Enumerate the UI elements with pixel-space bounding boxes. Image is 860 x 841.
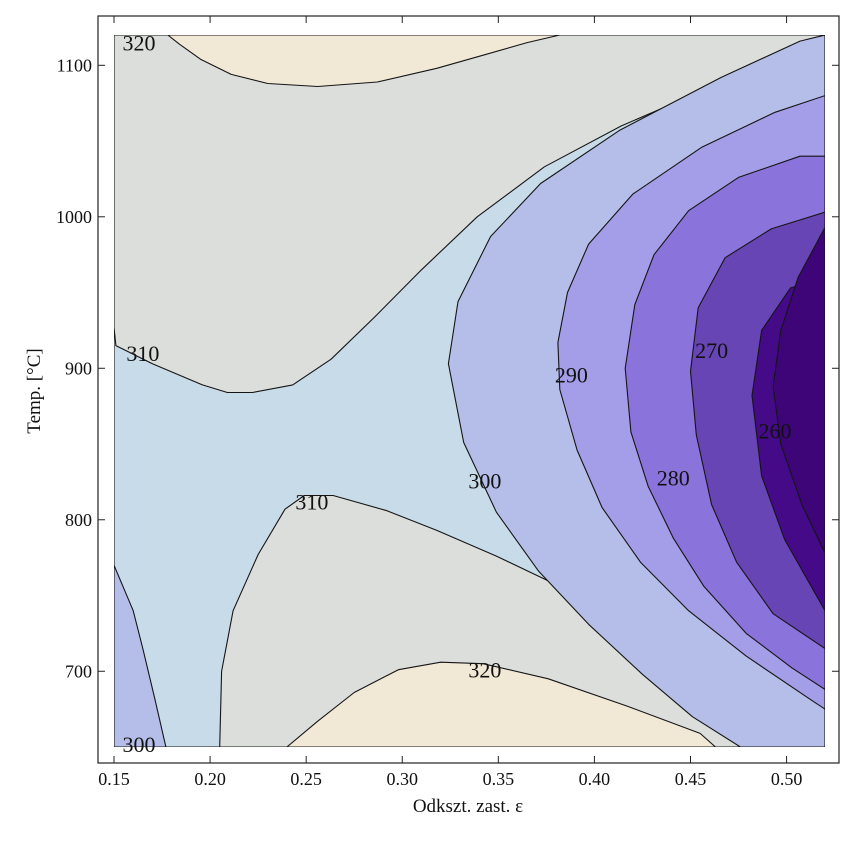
y-tick-label: 800	[65, 510, 92, 530]
contour-regions	[114, 35, 825, 747]
x-tick-label: 0.25	[290, 769, 322, 789]
contour-label: 320	[122, 31, 155, 56]
x-tick-label: 0.35	[483, 769, 515, 789]
y-tick-label: 700	[65, 661, 92, 681]
y-tick-label: 1000	[56, 207, 92, 227]
x-tick-label: 0.40	[579, 769, 611, 789]
contour-label: 280	[657, 465, 690, 490]
contour-label: 300	[468, 468, 501, 493]
contour-label: 320	[468, 658, 501, 683]
y-tick-label: 900	[65, 358, 92, 378]
y-tick-label: 1100	[57, 55, 92, 75]
contour-label: 310	[126, 341, 159, 366]
contour-label: 270	[695, 338, 728, 363]
y-axis-label: Temp. [°C]	[24, 348, 45, 433]
region-320-lower	[286, 661, 717, 747]
x-tick-label: 0.15	[98, 769, 130, 789]
axis-ticks: 0.15 0.20 0.25 0.30 0.35 0.40 0.45 0.50 700 800 90…	[56, 16, 839, 789]
contour-label: 260	[759, 418, 792, 443]
x-tick-label: 0.45	[675, 769, 707, 789]
x-axis-label: Odkszt. zast. ε	[413, 796, 523, 817]
region-lt-250	[772, 226, 825, 554]
contour-label: 290	[555, 362, 588, 387]
x-tick-label: 0.30	[386, 769, 418, 789]
x-tick-label: 0.50	[771, 769, 803, 789]
contour-labels: 320 310 290 270 260 280 300 310 320 300	[122, 31, 791, 757]
x-tick-label: 0.20	[194, 769, 226, 789]
plot-frame	[97, 15, 840, 764]
region-320-upper	[167, 35, 561, 88]
region-290-300-left	[114, 564, 167, 747]
contour-label: 300	[122, 732, 155, 757]
contour-label: 310	[295, 490, 328, 515]
